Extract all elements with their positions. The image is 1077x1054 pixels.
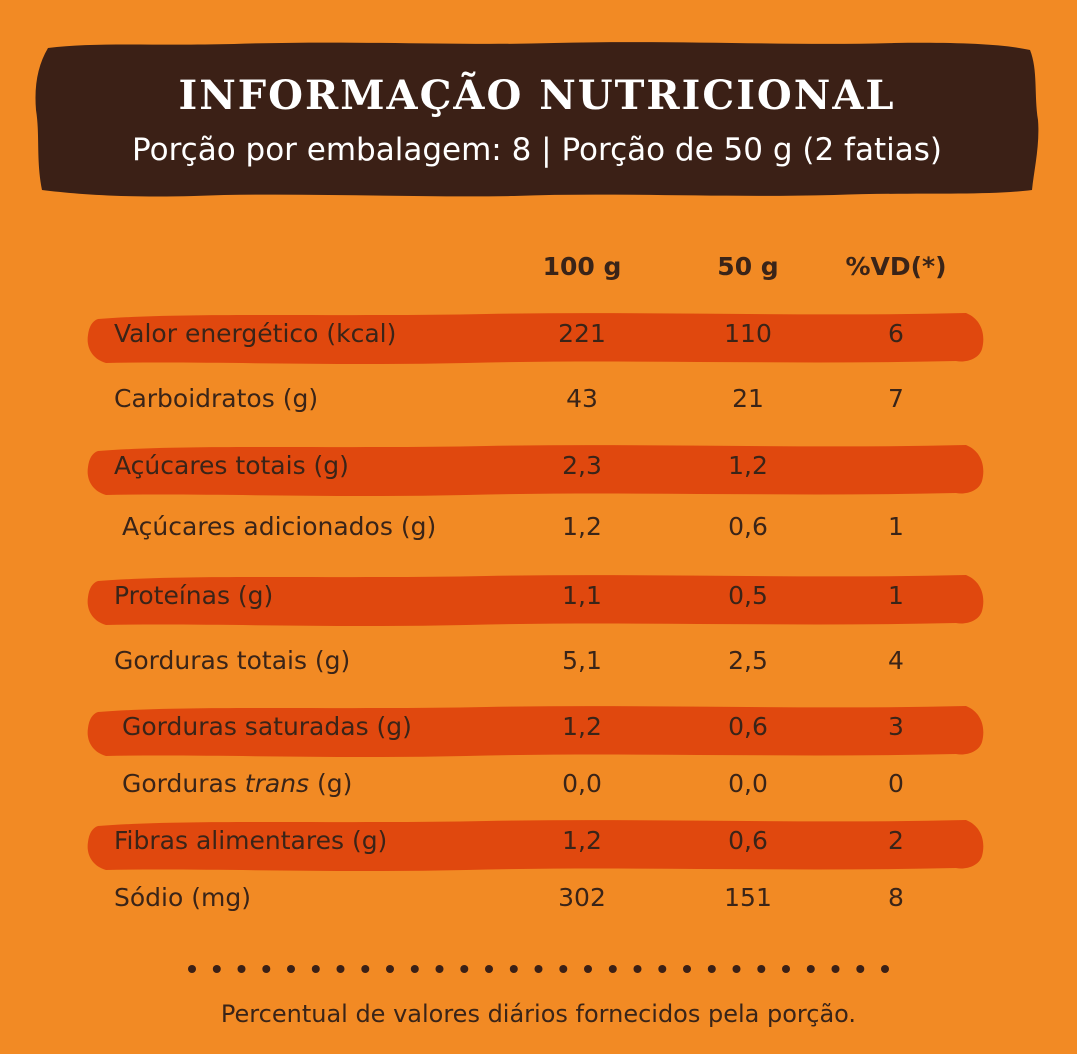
value-50g: 2,5 [728, 646, 768, 675]
value-vd: 1 [888, 581, 904, 610]
row-label-italic: trans [244, 769, 310, 798]
table-row: Sódio (mg) 302 151 8 [0, 871, 1077, 927]
value-100g: 221 [558, 319, 606, 348]
value-vd: 4 [888, 646, 904, 675]
row-label: Açúcares totais (g) [114, 451, 349, 480]
value-50g: 0,6 [728, 512, 768, 541]
value-50g: 0,6 [728, 712, 768, 741]
row-label: Gorduras totais (g) [114, 646, 351, 675]
table-row: Gorduras saturadas (g) 1,2 0,6 3 [0, 700, 1077, 757]
value-vd: 0 [888, 769, 904, 798]
highlight-stripe [87, 820, 984, 871]
value-100g: 1,1 [562, 581, 602, 610]
value-100g: 5,1 [562, 646, 602, 675]
row-label: Sódio (mg) [114, 883, 251, 912]
value-100g: 1,2 [562, 512, 602, 541]
highlight-stripe [87, 313, 984, 364]
column-header-100g: 100 g [542, 252, 622, 281]
panel-title: INFORMAÇÃO NUTRICIONAL [178, 72, 896, 119]
highlight-stripe [87, 575, 984, 626]
highlight-stripe [87, 445, 984, 496]
panel-subtitle: Porção por embalagem: 8 | Porção de 50 g… [132, 132, 942, 168]
footnote: Percentual de valores diários fornecidos… [220, 1000, 857, 1028]
table-row: Proteínas (g) 1,1 0,5 1 [0, 569, 1077, 626]
value-50g: 21 [732, 384, 764, 413]
table-row: Fibras alimentares (g) 1,2 0,6 2 [0, 814, 1077, 871]
value-100g: 43 [566, 384, 598, 413]
table-row: Valor energético (kcal) 221 110 6 [0, 307, 1077, 364]
value-50g: 151 [724, 883, 772, 912]
value-vd: 1 [888, 512, 904, 541]
value-50g: 1,2 [728, 451, 768, 480]
highlight-stripe [87, 706, 984, 757]
header-banner: INFORMAÇÃO NUTRICIONAL Porção por embala… [34, 40, 1040, 198]
value-vd: 3 [888, 712, 904, 741]
row-label: Fibras alimentares (g) [114, 826, 388, 855]
row-label-suffix: (g) [309, 769, 353, 798]
value-100g: 1,2 [562, 826, 602, 855]
value-100g: 2,3 [562, 451, 602, 480]
table-row: Gorduras trans (g) 0,0 0,0 0 [0, 757, 1077, 813]
row-label: Carboidratos (g) [114, 384, 319, 413]
value-100g: 302 [558, 883, 606, 912]
value-50g: 0,6 [728, 826, 768, 855]
value-50g: 0,0 [728, 769, 768, 798]
value-50g: 0,5 [728, 581, 768, 610]
value-vd: 2 [888, 826, 904, 855]
table-row: Açúcares adicionados (g) 1,2 0,6 1 [0, 500, 1077, 556]
table-row: Açúcares totais (g) 2,3 1,2 [0, 439, 1077, 496]
value-vd: 7 [888, 384, 904, 413]
table-row: Gorduras totais (g) 5,1 2,5 4 [0, 634, 1077, 690]
row-label: Gorduras saturadas (g) [122, 712, 412, 741]
row-label: Açúcares adicionados (g) [122, 512, 437, 541]
table-row: Carboidratos (g) 43 21 7 [0, 372, 1077, 428]
value-50g: 110 [724, 319, 772, 348]
row-label: Gorduras trans (g) [122, 769, 352, 798]
header-band-shape [35, 42, 1039, 197]
row-label: Valor energético (kcal) [114, 319, 397, 348]
value-vd: 8 [888, 883, 904, 912]
row-label-prefix: Gorduras [122, 769, 245, 798]
column-header-vd: %VD(*) [845, 252, 947, 281]
row-label: Proteínas (g) [114, 581, 274, 610]
dotted-divider [188, 965, 889, 973]
value-vd: 6 [888, 319, 904, 348]
column-header-50g: 50 g [717, 252, 779, 281]
value-100g: 1,2 [562, 712, 602, 741]
value-100g: 0,0 [562, 769, 602, 798]
